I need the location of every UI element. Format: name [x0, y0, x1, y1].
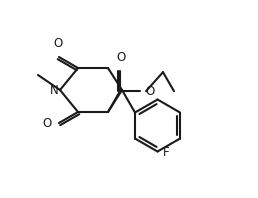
Text: O: O — [145, 85, 154, 98]
Text: O: O — [116, 51, 126, 64]
Text: O: O — [43, 116, 52, 129]
Text: N: N — [50, 84, 59, 96]
Text: O: O — [53, 37, 63, 50]
Text: F: F — [163, 146, 169, 159]
